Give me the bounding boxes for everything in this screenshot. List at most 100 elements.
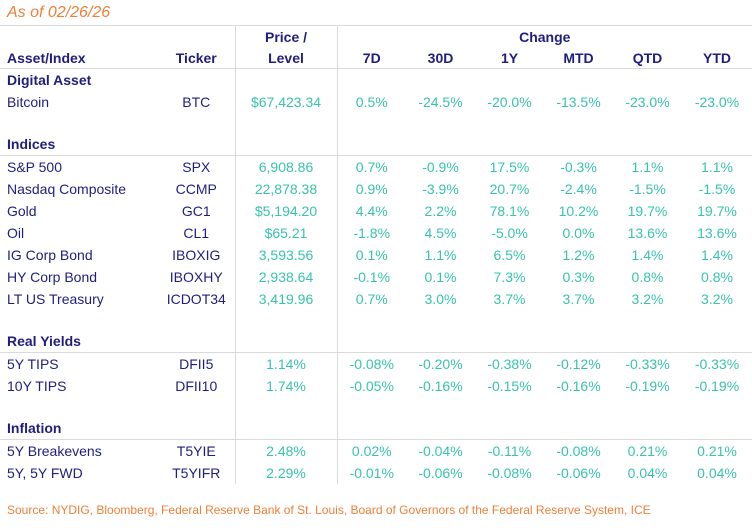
section-empty-cell	[682, 69, 752, 92]
section-header-row: Indices	[0, 133, 752, 156]
change-qtd: 3.2%	[631, 291, 664, 307]
change-7d: 4.4%	[355, 203, 388, 219]
change-ytd: 1.4%	[701, 247, 733, 263]
spacer-row	[0, 113, 752, 133]
spacer-cell	[0, 113, 158, 133]
section-empty-cell	[613, 69, 682, 92]
spacer-cell	[544, 113, 613, 133]
price-level: 6,908.86	[234, 155, 338, 178]
header-group-row: Price / Change	[0, 25, 752, 48]
table-row: Nasdaq Composite CCMP 22,878.38 0.9% -3.9% 20…	[0, 178, 752, 200]
section-empty-cell	[406, 417, 475, 440]
section-empty-cell	[475, 330, 544, 353]
change-30d: 3.0%	[424, 291, 457, 307]
change-30d: -24.5%	[418, 94, 463, 110]
spacer-cell	[158, 113, 235, 133]
asset-name: 10Y TIPS	[7, 378, 67, 394]
section-empty-cell	[682, 133, 752, 156]
table-row: 5Y, 5Y FWD T5YIFR 2.29% -0.01% -0.06% -0.08% -…	[0, 462, 752, 484]
spacer-cell	[234, 397, 338, 417]
change-qtd: 1.1%	[631, 159, 664, 175]
asset-name: Nasdaq Composite	[7, 181, 127, 197]
asset-name: 5Y Breakevens	[7, 443, 102, 459]
section-empty-cell	[337, 133, 406, 156]
change-mtd: 0.0%	[562, 225, 595, 241]
asset-name: 5Y TIPS	[7, 356, 59, 372]
section-empty-cell	[682, 417, 752, 440]
change-1y: 3.7%	[493, 291, 526, 307]
change-ytd: -0.19%	[694, 378, 740, 394]
header-price-line2: Level	[234, 47, 338, 69]
section-empty-cell	[337, 69, 406, 92]
change-30d: 0.1%	[424, 269, 457, 285]
table-header: Price / Change Asset/Index Ticker Level …	[0, 25, 752, 69]
spacer-cell	[613, 397, 682, 417]
section-empty-cell	[234, 330, 338, 353]
source-attribution: Source: NYDIG, Bloomberg, Federal Reserv…	[7, 503, 651, 517]
change-ytd: 1.1%	[701, 159, 733, 175]
market-table: Price / Change Asset/Index Ticker Level …	[0, 25, 752, 484]
header-spacer	[0, 26, 158, 48]
change-mtd: 1.2%	[562, 247, 595, 263]
spacer-cell	[475, 113, 544, 133]
change-7d: 0.7%	[355, 159, 388, 175]
spacer-cell	[234, 113, 338, 133]
price-level: $65.21	[234, 222, 338, 244]
spacer-cell	[158, 397, 235, 417]
section-empty-cell	[158, 133, 235, 156]
header-period-mtd: MTD	[544, 47, 613, 69]
section-header-row: Inflation	[0, 417, 752, 440]
change-ytd: 19.7%	[697, 203, 737, 219]
spacer-cell	[475, 310, 544, 330]
change-7d: -0.01%	[349, 465, 394, 481]
change-1y: 78.1%	[489, 203, 530, 219]
change-1y: -20.0%	[487, 94, 532, 110]
section-empty-cell	[406, 69, 475, 92]
asset-name: 5Y, 5Y FWD	[7, 465, 83, 481]
change-ytd: 3.2%	[701, 291, 733, 307]
ticker: ICDOT34	[166, 291, 226, 307]
ticker: IBOXHY	[169, 269, 223, 285]
spacer-row	[0, 310, 752, 330]
change-mtd: -0.3%	[560, 159, 597, 175]
section-empty-cell	[544, 417, 613, 440]
section-empty-cell	[406, 330, 475, 353]
change-1y: 6.5%	[493, 247, 526, 263]
section-title: Digital Asset	[7, 72, 92, 88]
table-row: Oil CL1 $65.21 -1.8% 4.5% -5.0% 0.0% 13.6% 13.6%	[0, 222, 752, 244]
ticker: T5YIFR	[172, 465, 221, 481]
section-empty-cell	[475, 417, 544, 440]
change-30d: -3.9%	[422, 181, 459, 197]
change-ytd: -0.33%	[694, 356, 740, 372]
change-qtd: -23.0%	[625, 94, 670, 110]
price-level: 1.14%	[234, 352, 338, 375]
change-ytd: 13.6%	[697, 225, 737, 241]
section-empty-cell	[234, 417, 338, 440]
spacer-cell	[337, 113, 406, 133]
change-30d: 1.1%	[424, 247, 457, 263]
change-ytd: 0.8%	[701, 269, 733, 285]
change-30d: -0.20%	[418, 356, 463, 372]
change-qtd: 13.6%	[627, 225, 668, 241]
asset-name: Bitcoin	[7, 94, 50, 110]
change-1y: 20.7%	[489, 181, 530, 197]
change-1y: -0.11%	[487, 443, 532, 459]
section-empty-cell	[337, 330, 406, 353]
change-30d: -0.9%	[422, 159, 459, 175]
section-title: Real Yields	[0, 330, 158, 353]
price-level: 2.48%	[234, 439, 338, 462]
price-level: 3,593.56	[234, 244, 338, 266]
asset-name: LT US Treasury	[7, 291, 104, 307]
change-ytd: 0.21%	[697, 443, 737, 459]
spacer-cell	[613, 113, 682, 133]
ticker: CL1	[183, 225, 210, 241]
change-mtd: -2.4%	[560, 181, 597, 197]
change-mtd: 3.7%	[562, 291, 595, 307]
asset-name: Oil	[7, 225, 25, 241]
price-level: 22,878.38	[234, 178, 338, 200]
header-asset-index: Asset/Index	[0, 47, 158, 69]
header-spacer	[158, 26, 235, 48]
change-mtd: -0.12%	[556, 356, 601, 372]
price-level: $67,423.34	[234, 91, 338, 113]
section-empty-cell	[234, 133, 338, 156]
